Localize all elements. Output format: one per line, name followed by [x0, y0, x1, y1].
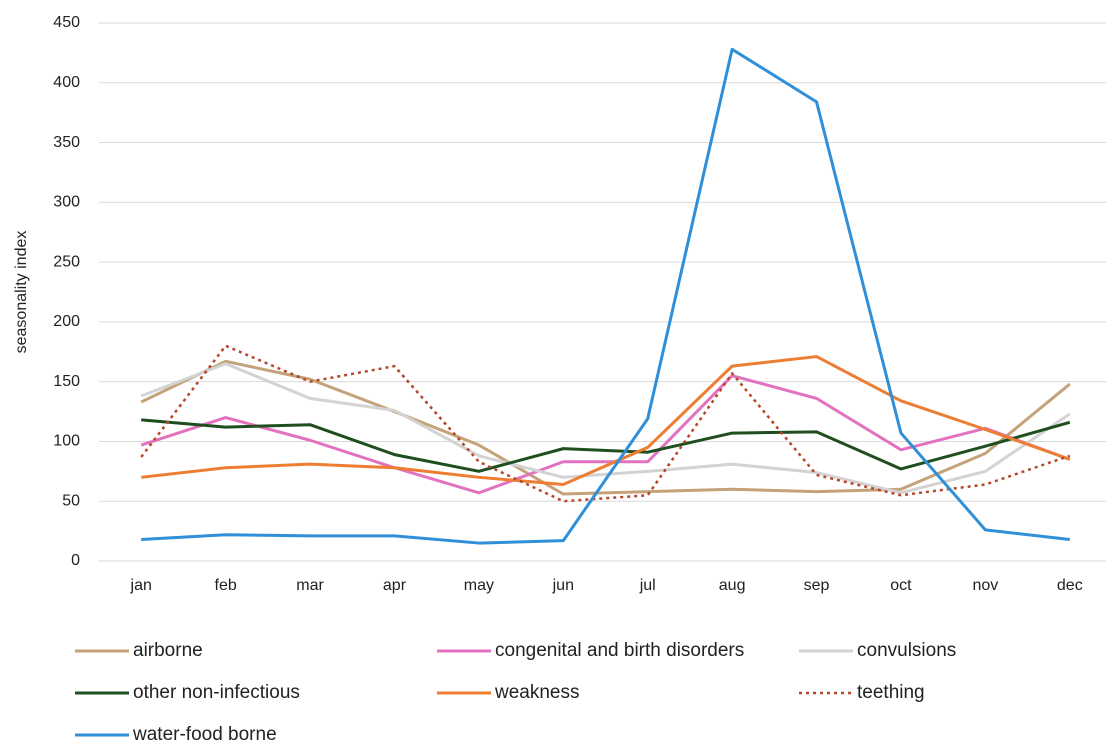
series-line [140, 359, 1071, 496]
y-axis-title: seasonality index [13, 231, 30, 354]
legend-label: teething [857, 682, 925, 703]
x-tick-label: dec [1057, 577, 1083, 594]
y-tick-label: 50 [62, 492, 80, 509]
legend-label: convulsions [857, 640, 956, 661]
legend-label: other non-infectious [133, 682, 300, 703]
y-tick-label: 100 [53, 433, 80, 450]
series-line [141, 418, 1071, 473]
series-line [140, 374, 1071, 495]
x-tick-label: apr [383, 577, 407, 594]
y-tick-label: 400 [53, 74, 80, 91]
legend-label: water-food borne [132, 724, 277, 745]
y-tick-label: 150 [53, 373, 80, 390]
y-tick-label: 300 [53, 194, 80, 211]
y-tick-label: 200 [53, 313, 80, 330]
x-tick-label: aug [719, 577, 746, 594]
x-tick-label: feb [215, 577, 237, 594]
x-tick-label: jan [130, 577, 152, 594]
x-tick-label: sep [804, 577, 830, 594]
x-tick-label: nov [972, 577, 998, 594]
x-tick-label: mar [296, 577, 324, 594]
x-tick-label: jun [552, 577, 574, 594]
x-tick-label: may [464, 577, 494, 594]
y-tick-label: 450 [53, 14, 80, 31]
y-tick-label: 250 [53, 253, 80, 270]
x-tick-label: jul [639, 577, 656, 594]
series-line [141, 355, 1071, 486]
y-tick-label: 350 [53, 134, 80, 151]
x-tick-label: oct [890, 577, 912, 594]
series-line [140, 362, 1071, 495]
y-tick-label: 0 [71, 552, 80, 569]
legend-label: airborne [133, 640, 203, 661]
legend-label: congenital and birth disorders [495, 640, 744, 661]
legend-label: weakness [494, 682, 580, 703]
series-line [140, 344, 1071, 503]
series-line [141, 47, 1070, 545]
